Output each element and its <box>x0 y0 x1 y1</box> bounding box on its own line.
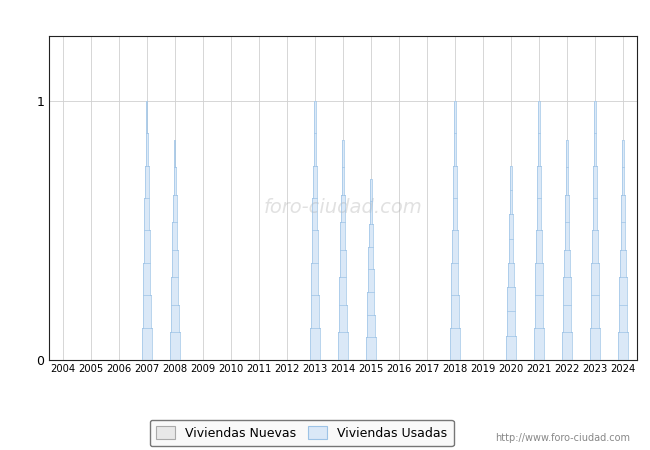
Polygon shape <box>370 201 372 360</box>
Polygon shape <box>313 198 317 360</box>
Polygon shape <box>367 292 374 360</box>
Polygon shape <box>369 247 373 360</box>
Polygon shape <box>143 263 150 360</box>
Polygon shape <box>622 140 623 360</box>
Polygon shape <box>621 195 625 360</box>
Polygon shape <box>510 166 512 360</box>
Polygon shape <box>142 328 151 360</box>
Polygon shape <box>314 101 315 360</box>
Polygon shape <box>564 277 571 360</box>
Polygon shape <box>171 277 178 360</box>
Polygon shape <box>174 167 176 360</box>
Polygon shape <box>508 238 514 360</box>
Polygon shape <box>368 269 374 360</box>
Polygon shape <box>370 179 372 360</box>
Polygon shape <box>452 230 458 360</box>
Text: La Sagrada - Evolucion del Nº de Transacciones Inmobiliarias: La Sagrada - Evolucion del Nº de Transac… <box>73 9 577 24</box>
Polygon shape <box>173 195 177 360</box>
Polygon shape <box>510 190 512 360</box>
Polygon shape <box>367 315 375 360</box>
Text: foro-ciudad.com: foro-ciudad.com <box>263 198 422 217</box>
Polygon shape <box>506 336 515 360</box>
Polygon shape <box>593 198 597 360</box>
Polygon shape <box>536 198 541 360</box>
Polygon shape <box>619 277 627 360</box>
Polygon shape <box>536 230 542 360</box>
Polygon shape <box>311 263 318 360</box>
Polygon shape <box>591 295 599 360</box>
Polygon shape <box>454 133 456 360</box>
Polygon shape <box>593 133 596 360</box>
Polygon shape <box>146 101 148 360</box>
Polygon shape <box>146 133 148 360</box>
Polygon shape <box>565 222 569 360</box>
Polygon shape <box>619 305 627 360</box>
Polygon shape <box>144 198 150 360</box>
Polygon shape <box>563 305 571 360</box>
Polygon shape <box>170 333 179 360</box>
Polygon shape <box>172 250 178 360</box>
Polygon shape <box>538 133 540 360</box>
Polygon shape <box>369 224 372 360</box>
Text: http://www.foro-ciudad.com: http://www.foro-ciudad.com <box>495 433 630 443</box>
Polygon shape <box>593 166 597 360</box>
Polygon shape <box>144 230 150 360</box>
Polygon shape <box>339 277 346 360</box>
Polygon shape <box>537 166 541 360</box>
Polygon shape <box>508 287 515 360</box>
Polygon shape <box>592 230 598 360</box>
Polygon shape <box>310 328 320 360</box>
Polygon shape <box>590 328 600 360</box>
Legend: Viviendas Nuevas, Viviendas Usadas: Viviendas Nuevas, Viviendas Usadas <box>150 420 454 446</box>
Polygon shape <box>341 195 344 360</box>
Polygon shape <box>145 166 149 360</box>
Polygon shape <box>507 311 515 360</box>
Polygon shape <box>508 263 514 360</box>
Polygon shape <box>566 140 567 360</box>
Polygon shape <box>450 328 460 360</box>
Polygon shape <box>340 250 346 360</box>
Polygon shape <box>311 295 319 360</box>
Polygon shape <box>172 222 177 360</box>
Polygon shape <box>509 214 513 360</box>
Polygon shape <box>538 101 539 360</box>
Polygon shape <box>454 101 456 360</box>
Polygon shape <box>338 333 348 360</box>
Polygon shape <box>621 222 625 360</box>
Polygon shape <box>451 263 458 360</box>
Polygon shape <box>565 195 569 360</box>
Polygon shape <box>566 167 568 360</box>
Polygon shape <box>313 166 317 360</box>
Polygon shape <box>622 167 624 360</box>
Polygon shape <box>618 333 628 360</box>
Polygon shape <box>142 295 151 360</box>
Polygon shape <box>450 295 459 360</box>
Polygon shape <box>535 295 543 360</box>
Polygon shape <box>341 222 345 360</box>
Polygon shape <box>562 333 572 360</box>
Polygon shape <box>314 133 316 360</box>
Polygon shape <box>453 166 457 360</box>
Polygon shape <box>564 250 570 360</box>
Polygon shape <box>312 230 318 360</box>
Polygon shape <box>534 328 543 360</box>
Polygon shape <box>592 263 599 360</box>
Polygon shape <box>594 101 595 360</box>
Polygon shape <box>174 140 176 360</box>
Polygon shape <box>366 338 376 360</box>
Polygon shape <box>452 198 458 360</box>
Polygon shape <box>342 167 344 360</box>
Polygon shape <box>171 305 179 360</box>
Polygon shape <box>339 305 347 360</box>
Polygon shape <box>620 250 626 360</box>
Polygon shape <box>536 263 543 360</box>
